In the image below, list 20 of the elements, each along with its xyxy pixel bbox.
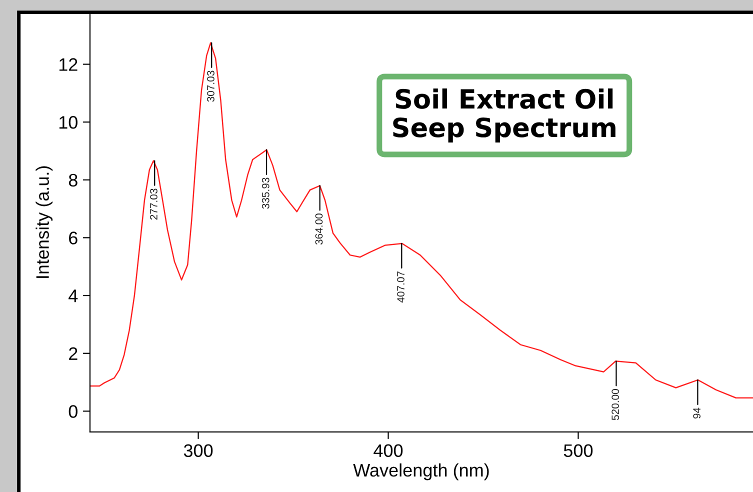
y-tick-label: 0 — [68, 405, 78, 418]
text: Soil Extract Oil Seep Spectrum — [393, 88, 616, 143]
annotation: 307.03 — [207, 70, 214, 102]
y-tick-label: 6 — [69, 232, 78, 244]
x-axis-title: Wavelength (nm) — [353, 463, 489, 480]
y-tick-label: 2 — [69, 347, 78, 360]
y-tick-label: 10 — [59, 116, 78, 129]
annotation: 520.00 — [612, 389, 620, 420]
y-tick-label: 4 — [68, 290, 78, 302]
annotation: 335.93 — [262, 178, 270, 209]
x-tick-label: 500 — [564, 444, 593, 458]
y-tick-label: 8 — [68, 174, 78, 187]
annotation: 277.03 — [150, 188, 158, 220]
y-tick-label: 12 — [59, 58, 78, 71]
x-tick-label: 400 — [374, 444, 403, 458]
annotation: 94 — [693, 408, 701, 418]
y-axis-title: Intensity (a.u.) — [36, 166, 53, 278]
annotation: 407.07 — [397, 271, 404, 303]
annotation: 364.00 — [315, 214, 323, 245]
x-tick-label: 300 — [184, 444, 213, 458]
